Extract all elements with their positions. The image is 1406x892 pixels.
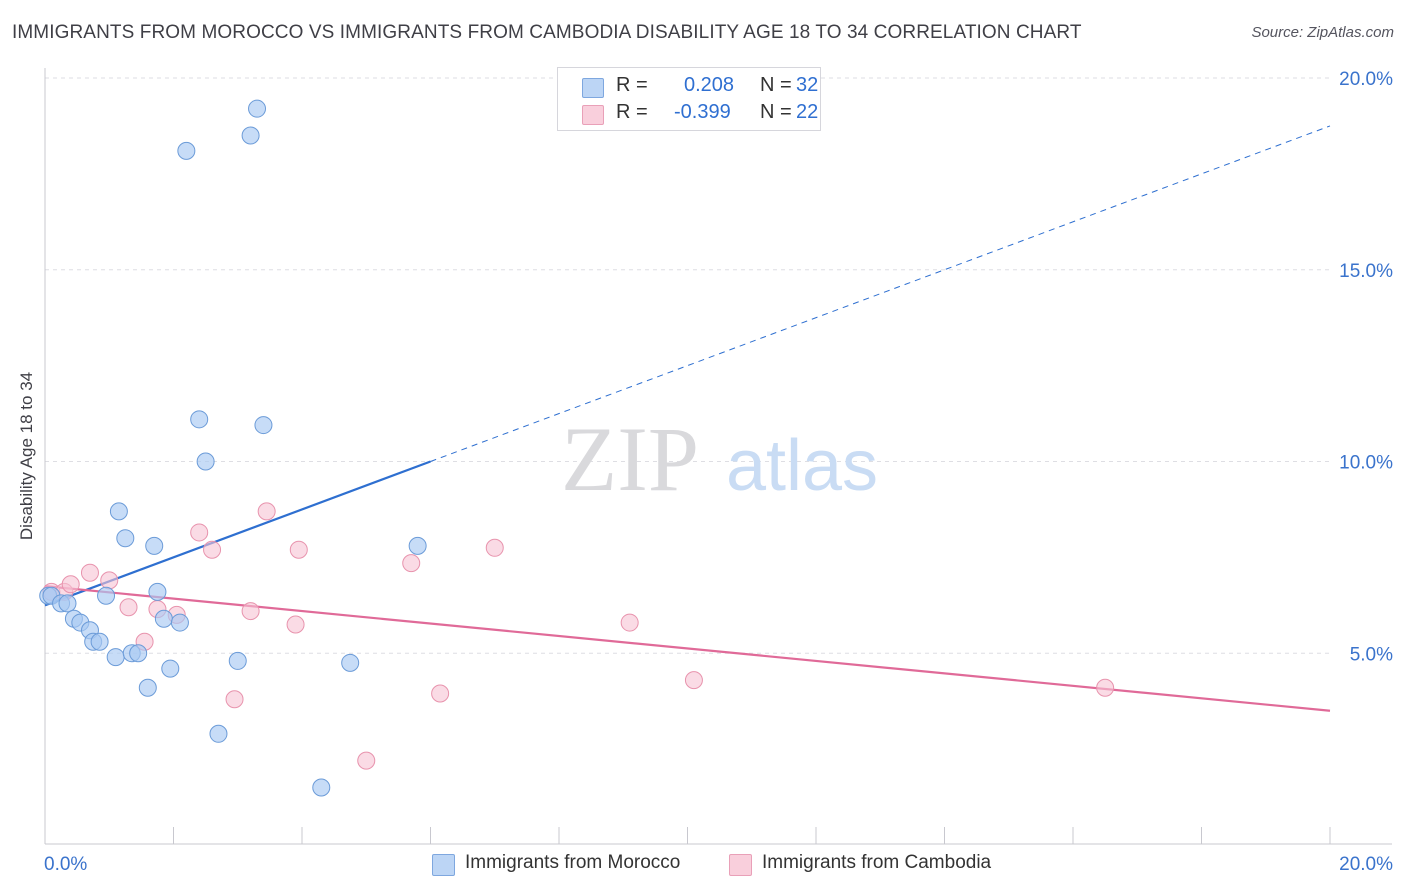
- legend-swatch-morocco: [582, 78, 604, 98]
- correlation-legend: R = 0.208 N = 32 R = -0.399 N = 22: [557, 67, 821, 131]
- point-cambodia: [119, 598, 138, 617]
- point-cambodia: [225, 690, 244, 709]
- x-tick-label: 20.0%: [1339, 854, 1393, 875]
- y-tick-label: 15.0%: [1339, 261, 1393, 282]
- point-morocco: [254, 416, 273, 435]
- legend-swatch-cambodia: [582, 105, 604, 125]
- point-morocco: [241, 126, 260, 145]
- point-cambodia: [402, 554, 421, 573]
- point-cambodia: [203, 540, 222, 559]
- point-morocco: [154, 609, 173, 628]
- point-morocco: [170, 613, 189, 632]
- legend-r-value: 0.208: [684, 74, 735, 96]
- point-morocco: [312, 778, 331, 797]
- legend-n-value: 22: [796, 101, 819, 123]
- bottom-legend-swatch-morocco: [432, 854, 455, 876]
- trendline-morocco-projection: [430, 125, 1331, 462]
- legend-n-label: N =: [760, 101, 792, 123]
- point-cambodia: [190, 523, 209, 542]
- axis-layer: [44, 68, 1392, 845]
- legend-r-label: R =: [616, 74, 648, 96]
- point-cambodia: [241, 602, 260, 621]
- point-cambodia: [1096, 678, 1115, 697]
- point-cambodia: [80, 563, 99, 582]
- x-tick-label: 0.0%: [44, 854, 87, 875]
- point-cambodia: [431, 684, 450, 703]
- chart-title: IMMIGRANTS FROM MOROCCO VS IMMIGRANTS FR…: [12, 22, 1082, 43]
- y-tick-label: 5.0%: [1350, 644, 1393, 665]
- point-morocco: [161, 659, 180, 678]
- point-morocco: [138, 678, 157, 697]
- point-cambodia: [485, 538, 504, 557]
- trendline-cambodia: [44, 585, 1331, 712]
- legend-n-label: N =: [760, 74, 792, 96]
- legend-n-value: 32: [796, 74, 819, 96]
- point-cambodia: [357, 751, 376, 770]
- point-morocco: [341, 653, 360, 672]
- point-morocco: [190, 410, 209, 429]
- watermark-atlas: atlas: [726, 426, 878, 506]
- point-morocco: [90, 632, 109, 651]
- ticklabel-layer: 5.0% 10.0% 15.0% 20.0% 0.0% 20.0%: [44, 69, 1393, 875]
- y-tick-label: 20.0%: [1339, 69, 1393, 90]
- point-morocco: [109, 502, 128, 521]
- point-morocco: [209, 724, 228, 743]
- point-morocco: [408, 536, 427, 555]
- grid-layer: [45, 77, 1330, 654]
- point-cambodia: [289, 540, 308, 559]
- point-cambodia: [684, 671, 703, 690]
- point-morocco: [145, 536, 164, 555]
- point-cambodia: [286, 615, 305, 634]
- point-cambodia: [100, 571, 119, 590]
- legend-r-label: R =: [616, 101, 648, 123]
- watermark-zip: ZIP: [561, 408, 699, 510]
- legend-r-value: -0.399: [674, 101, 731, 123]
- point-morocco: [129, 644, 148, 663]
- point-morocco: [58, 594, 77, 613]
- y-axis-title: Disability Age 18 to 34: [17, 371, 36, 541]
- point-morocco: [228, 651, 247, 670]
- point-cambodia: [61, 575, 80, 594]
- point-cambodia: [620, 613, 639, 632]
- point-morocco: [116, 529, 135, 548]
- bottom-legend-label-cambodia: Immigrants from Cambodia: [762, 852, 992, 873]
- bottom-legend-label-morocco: Immigrants from Morocco: [465, 852, 681, 873]
- watermark: ZIP atlas: [561, 408, 878, 510]
- point-morocco: [196, 452, 215, 471]
- point-morocco: [177, 141, 196, 160]
- point-morocco: [106, 648, 125, 667]
- bottom-legend-swatch-cambodia: [729, 854, 752, 876]
- chart-source: Source: ZipAtlas.com: [1251, 24, 1394, 41]
- point-morocco: [248, 99, 267, 118]
- point-cambodia: [257, 502, 276, 521]
- y-tick-label: 10.0%: [1339, 453, 1393, 474]
- point-morocco: [148, 582, 167, 601]
- point-morocco: [97, 586, 116, 605]
- points-layer: [39, 99, 1115, 797]
